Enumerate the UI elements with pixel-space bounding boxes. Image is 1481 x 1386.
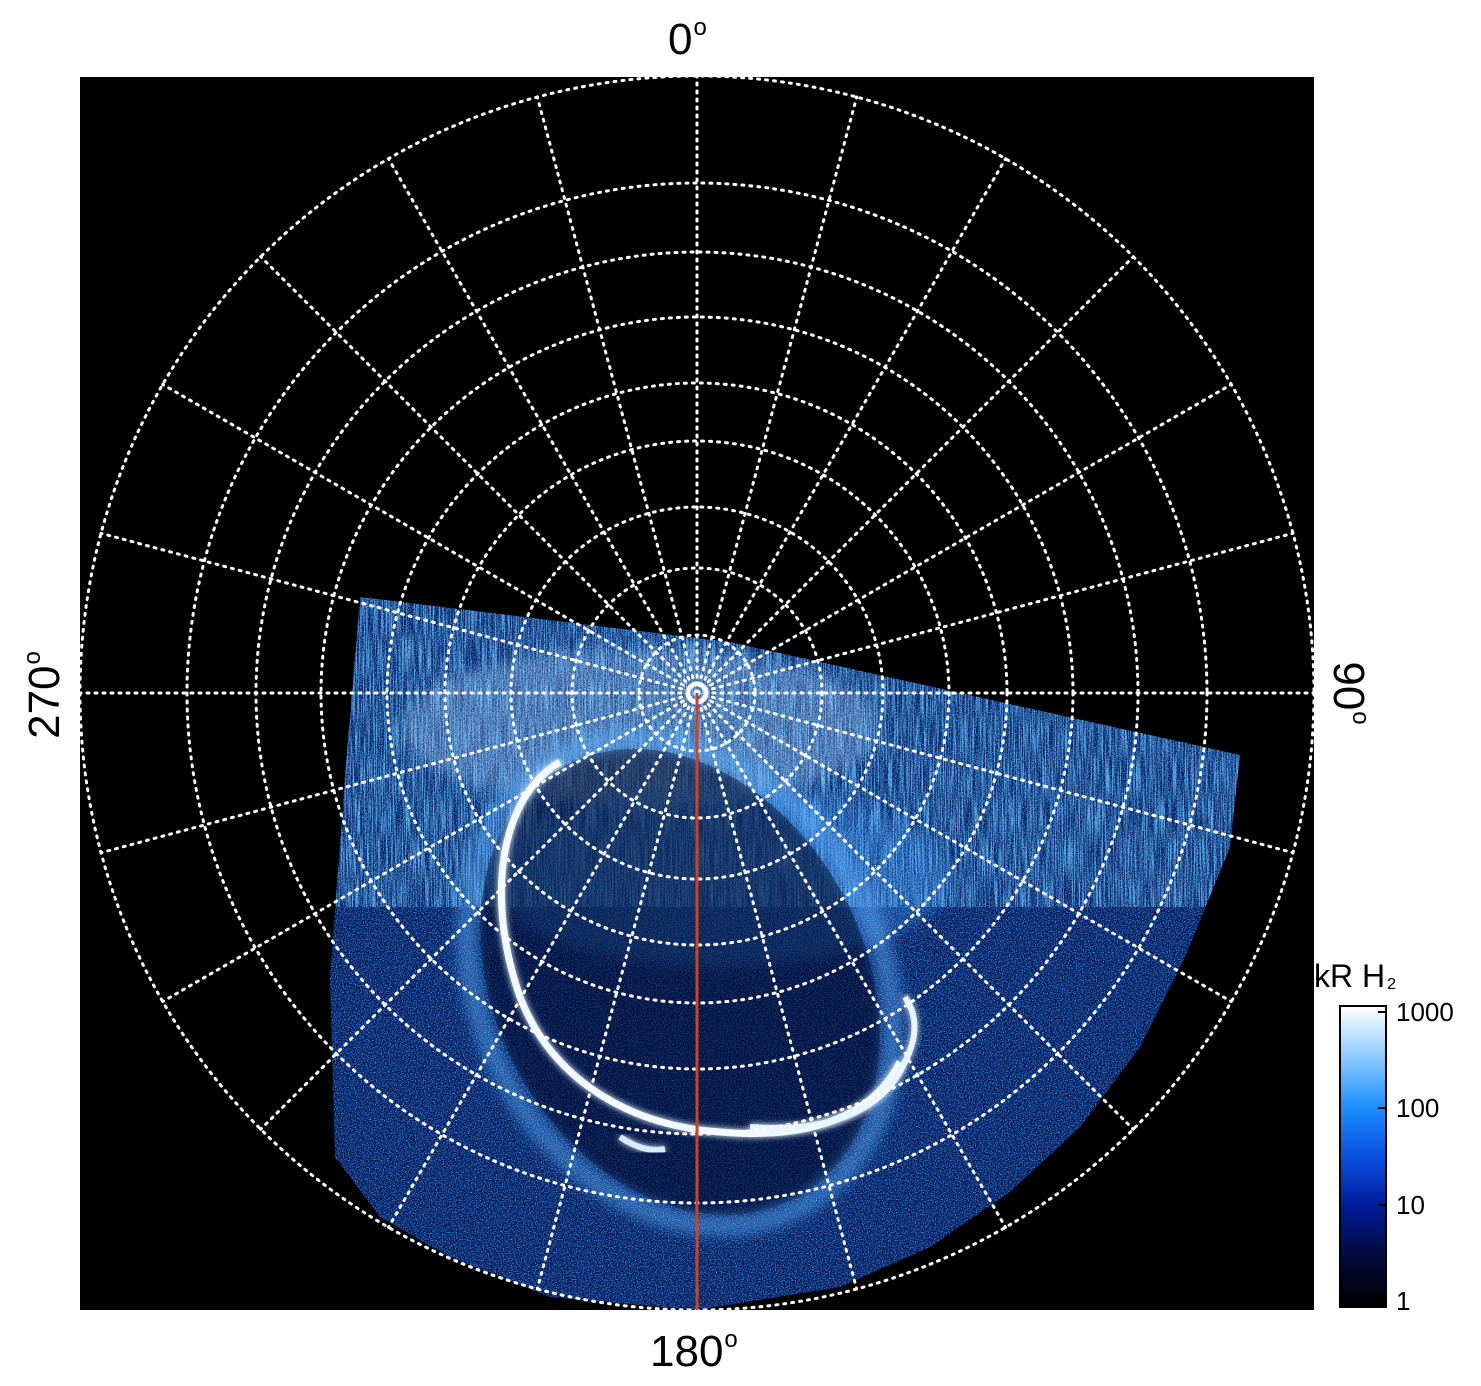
- label-270-degrees: 270o: [19, 651, 69, 739]
- meridian-line: [259, 255, 699, 695]
- meridian-line: [695, 383, 1233, 695]
- meridian-line: [695, 255, 1135, 695]
- meridian-line: [695, 691, 1007, 1229]
- meridian-line: [695, 691, 1135, 1131]
- colorbar-tick-mark: [1378, 1107, 1387, 1110]
- meridian-line: [259, 691, 699, 1131]
- meridian-line: [161, 691, 699, 1003]
- meridian-line: [695, 691, 1295, 855]
- meridian-line: [535, 691, 699, 1291]
- meridian-line: [387, 157, 699, 695]
- meridian-line: [99, 531, 699, 695]
- colorbar: [1339, 1005, 1387, 1308]
- label-90-degrees: 90o: [1324, 661, 1374, 725]
- label-0-degrees: 0o: [668, 14, 707, 64]
- colorbar-tick-mark: [1378, 1011, 1387, 1013]
- oval-spot: [618, 1134, 666, 1153]
- colorbar-tick-mark: [1378, 1203, 1387, 1206]
- colorbar-tick-label: 100: [1396, 1093, 1440, 1124]
- meridian-line: [387, 691, 699, 1229]
- latitude-circle: [443, 439, 951, 947]
- meridian-line: [535, 95, 699, 695]
- colorbar-tick-label: 1: [1396, 1286, 1411, 1316]
- latitude-circle: [570, 566, 824, 820]
- colorbar-tick-mark: [1378, 1300, 1387, 1302]
- meridian-line: [99, 691, 699, 855]
- polar-plot-canvas: [80, 77, 1314, 1310]
- meridian-line: [695, 691, 1233, 1003]
- label-180-degrees: 180o: [650, 1326, 738, 1376]
- oval-dawn-arc: [749, 995, 918, 1131]
- polar-projection-image: [80, 77, 1314, 1310]
- meridian-line: [695, 531, 1295, 695]
- meridian-line: [161, 383, 699, 695]
- colorbar-tick-label: 10: [1396, 1189, 1425, 1220]
- meridian-line: [695, 691, 859, 1291]
- colorbar-tick-label: 1000: [1396, 997, 1454, 1027]
- meridian-line: [695, 157, 1007, 695]
- meridian-line: [695, 95, 859, 695]
- lat-lon-grid: [80, 77, 1314, 1310]
